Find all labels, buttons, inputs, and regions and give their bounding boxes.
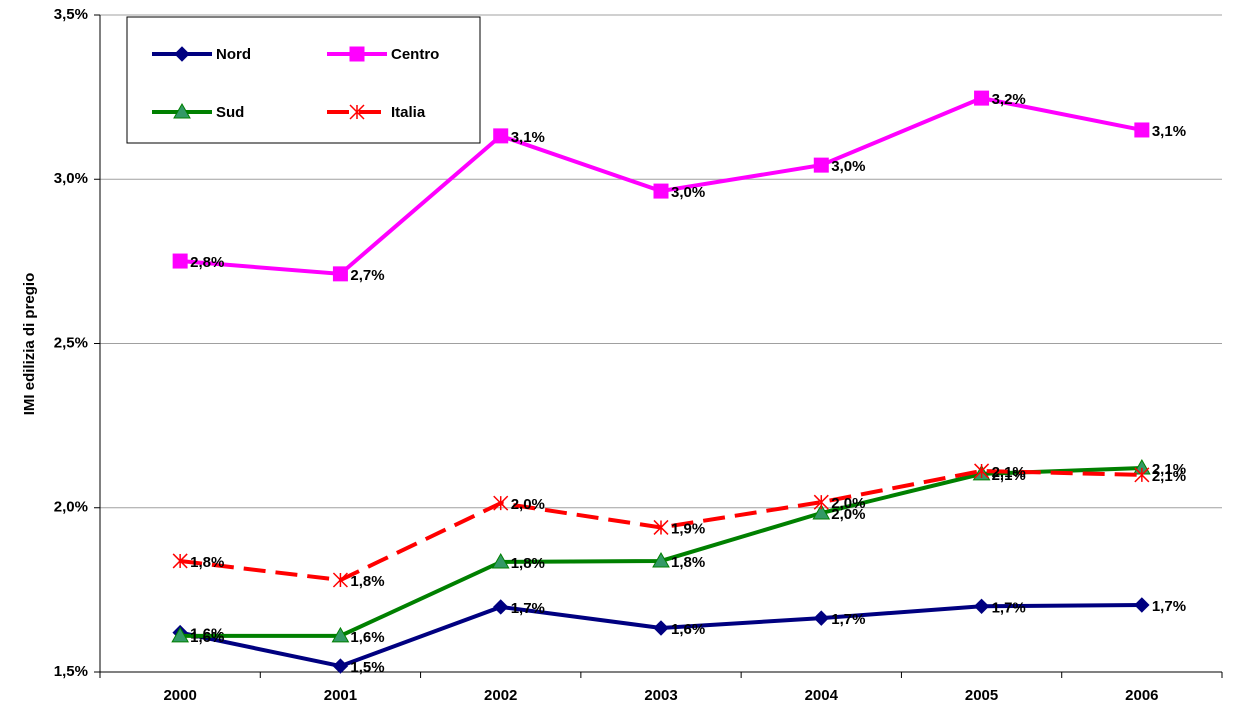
marker [653,620,669,636]
data-label: 3,2% [992,91,1026,108]
data-label: 1,8% [190,554,224,571]
data-label: 3,0% [831,158,865,175]
marker [172,553,188,569]
marker [1134,122,1150,138]
data-label: 1,5% [350,659,384,676]
marker [349,104,365,120]
marker [493,128,509,144]
data-label: 1,7% [992,599,1026,616]
marker [173,102,191,119]
data-label: 2,8% [190,254,224,271]
data-label: 3,1% [1152,123,1186,140]
marker [813,157,829,173]
marker [332,266,348,282]
data-label: 2,0% [511,496,545,513]
marker [1134,597,1150,613]
series: 1,6% 1,5% 1,7% 1,6% 1,7% 1,7% 1,7% [172,597,1186,676]
legend-label: Sud [216,104,244,121]
marker [172,253,188,269]
marker [813,610,829,626]
data-label: 1,7% [511,600,545,617]
marker [653,519,669,535]
data-label: 3,1% [511,129,545,146]
marker [171,626,190,643]
marker [331,626,350,643]
legend-box [126,16,481,144]
marker [332,658,349,674]
data-label: 1,8% [511,555,545,572]
data-label: 1,7% [1152,598,1186,615]
marker [812,503,831,520]
data-label: 2,1% [992,464,1026,481]
series: 1,6% 1,6%1,8% 1,8%2,0%2,1% 2,1% [171,458,1186,646]
data-label: 2,1% [1152,468,1186,485]
marker [973,598,990,615]
y-tick-label: 1,5% [54,663,88,680]
series: 1,8%1,8%2,0%1,9%2,0%2,1% 2,1% [172,463,1186,590]
marker [974,90,990,106]
x-tick-label: 2004 [805,687,839,704]
marker [332,572,348,588]
x-tick-label: 2001 [324,687,357,704]
legend-label: Italia [391,104,426,121]
data-label: 1,6% [350,629,384,646]
data-label: 2,7% [350,267,384,284]
data-label: 1,8% [671,554,705,571]
data-label: 2,1% [1152,461,1186,478]
marker [349,46,365,62]
data-label: 1,7% [831,611,865,628]
marker [652,551,670,568]
marker [974,463,990,479]
y-tick-label: 3,5% [54,6,88,23]
y-tick-label: 2,5% [54,334,88,351]
marker [653,183,669,199]
series: 2,8% 2,7% 3,1% 3,0% 3,0% 3,2% 3,1% [172,90,1186,284]
data-label: 1,8% [350,573,384,590]
y-axis-label: IMI edilizia di pregio [21,273,38,416]
legend-label: Centro [391,46,439,63]
legend-label: Nord [216,46,251,63]
data-label: 1,6% [671,621,705,638]
marker [1134,467,1150,483]
marker [493,599,509,615]
y-tick-label: 3,0% [54,170,88,187]
marker [813,494,829,510]
y-tick-label: 2,0% [54,499,88,516]
x-tick-label: 2003 [644,687,677,704]
data-label: 2,0% [831,495,865,512]
data-label: 3,0% [671,184,705,201]
x-tick-label: 2006 [1125,687,1158,704]
data-label: 1,9% [671,520,705,537]
marker [491,552,510,569]
marker [174,46,190,62]
data-label: 2,0% [831,506,865,523]
marker [493,495,509,511]
x-tick-label: 2005 [965,687,998,704]
x-tick-label: 2000 [163,687,196,704]
data-label: 1,6% [190,629,224,646]
x-tick-label: 2002 [484,687,517,704]
